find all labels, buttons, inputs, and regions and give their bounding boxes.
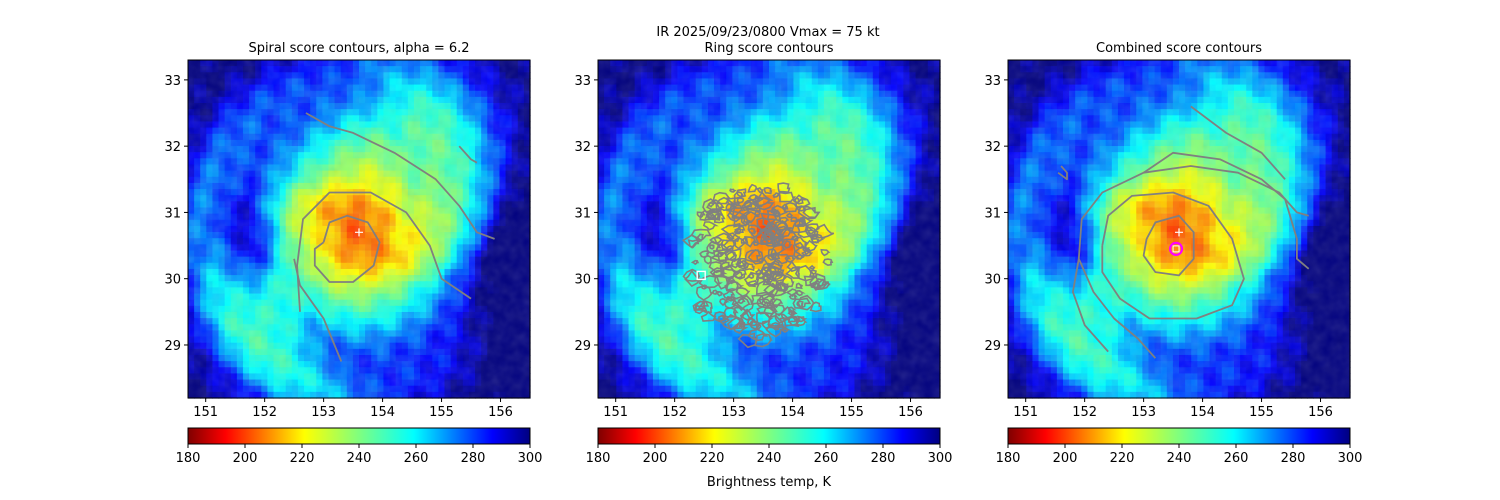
colorbar-tick-label: 280	[461, 451, 486, 466]
colorbar-tick-label: 240	[347, 451, 372, 466]
colorbar-tick-label: 260	[404, 451, 429, 466]
panel-title-spiral: Spiral score contours, alpha = 6.2	[248, 41, 469, 56]
contour-line	[293, 258, 343, 362]
y-tick-label: 32	[164, 140, 181, 155]
y-tick-label: 31	[164, 206, 181, 221]
axes-frame	[187, 59, 531, 399]
x-tick-label: 153	[311, 405, 336, 420]
contour-line	[458, 145, 478, 164]
y-tick-label: 30	[164, 273, 181, 288]
colorbar-tick-label: 180	[176, 451, 201, 466]
panel-title-ring: Ring score contours	[704, 41, 833, 56]
center-plus-marker	[355, 228, 363, 237]
contour-line	[296, 191, 472, 312]
contours-spiral	[293, 112, 495, 362]
x-tick-label: 156	[488, 405, 513, 420]
colorbar-spiral	[187, 427, 531, 445]
x-tick-label: 152	[252, 405, 277, 420]
colorbar-tick-label: 200	[233, 451, 258, 466]
colorbar-tick-label: 300	[518, 451, 543, 466]
contour-line	[305, 112, 495, 240]
colorbar-tick-label: 220	[290, 451, 315, 466]
y-tick-label: 29	[164, 339, 181, 354]
x-tick-label: 154	[370, 405, 395, 420]
contour-line	[313, 214, 381, 283]
panel-spiral: Spiral score contours, alpha = 6.2 151 152…	[164, 41, 542, 466]
x-tick-label: 155	[429, 405, 454, 420]
figure-suptitle: IR 2025/09/23/0800 Vmax = 75 kt	[656, 25, 879, 40]
x-tick-label: 151	[193, 405, 218, 420]
y-tick-label: 33	[164, 74, 181, 89]
